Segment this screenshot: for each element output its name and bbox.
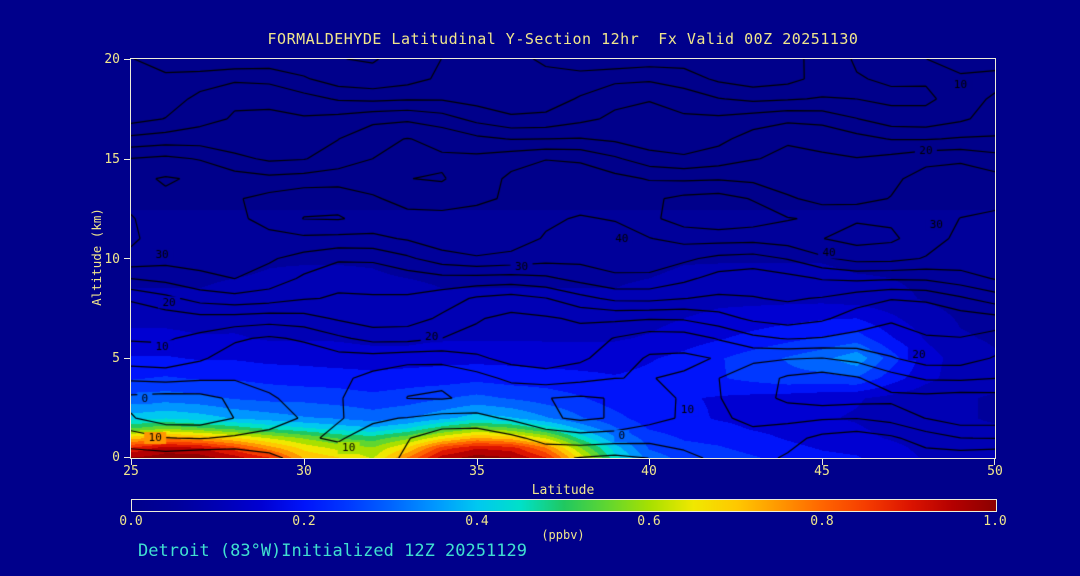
y-tick-label: 0 [112,450,120,465]
x-tick-label: 35 [469,464,485,479]
y-tick-mark [124,59,130,60]
y-tick-label: 5 [112,351,120,366]
colorbar [131,499,997,512]
x-tick-label: 40 [641,464,657,479]
y-tick-mark [124,159,130,160]
colorbar-tick-label: 0.4 [465,514,489,529]
footer-caption: Detroit (83°W)Initialized 12Z 20251129 [138,541,527,561]
x-tick-mark [649,459,650,465]
x-tick-mark [994,459,995,465]
colorbar-tick-label: 1.0 [983,514,1007,529]
colorbar-unit-label: (ppbv) [541,528,585,542]
y-tick-label: 20 [104,52,120,67]
x-tick-mark [131,459,132,465]
chart-title: FORMALDEHYDE Latitudinal Y-Section 12hr … [267,30,859,48]
colorbar-tick-label: 0.0 [119,514,143,529]
y-tick-mark [124,258,130,259]
x-axis-title: Latitude [531,483,595,498]
x-tick-label: 25 [123,464,139,479]
x-tick-label: 45 [814,464,830,479]
x-tick-mark [304,459,305,465]
y-tick-label: 10 [104,252,120,267]
contour-plot-canvas [131,59,995,458]
x-tick-mark [822,459,823,465]
x-tick-label: 50 [987,464,1003,479]
y-tick-label: 15 [104,152,120,167]
colorbar-tick-label: 0.6 [637,514,661,529]
colorbar-tick-label: 0.2 [292,514,316,529]
x-tick-mark [477,459,478,465]
y-tick-mark [124,457,130,458]
colorbar-tick-label: 0.8 [810,514,834,529]
plot-area [130,58,996,459]
y-tick-mark [124,358,130,359]
x-tick-label: 30 [296,464,312,479]
